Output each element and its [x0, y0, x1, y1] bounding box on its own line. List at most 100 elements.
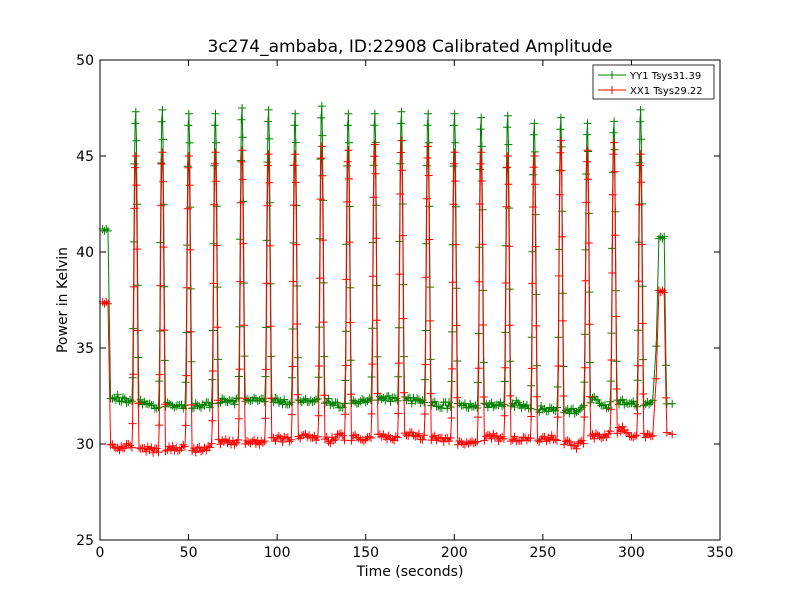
data-point — [638, 319, 647, 328]
data-point — [260, 397, 269, 406]
data-point — [398, 231, 407, 240]
data-point — [239, 239, 248, 248]
data-point — [532, 392, 541, 401]
data-point — [341, 410, 350, 419]
data-point — [157, 117, 166, 126]
data-point — [133, 326, 142, 335]
data-point — [369, 193, 378, 202]
data-point — [373, 389, 382, 398]
data-point — [287, 398, 296, 407]
data-point — [505, 321, 514, 330]
data-point — [430, 397, 439, 406]
data-point — [363, 433, 372, 442]
data-point — [527, 412, 536, 421]
data-point — [556, 136, 565, 145]
data-point — [609, 128, 618, 137]
data-point — [579, 439, 588, 448]
data-point — [557, 166, 566, 175]
data-point — [479, 393, 488, 401]
data-point — [512, 396, 521, 405]
data-point — [342, 275, 351, 284]
data-point — [212, 138, 221, 147]
data-point — [185, 181, 194, 190]
data-point — [459, 401, 468, 410]
data-point — [127, 397, 136, 406]
data-point — [126, 441, 135, 450]
data-point — [504, 140, 513, 149]
data-point — [560, 440, 569, 449]
data-point — [301, 394, 310, 403]
ticks-layer: 0 50 100 150 200 250 300 350 25 30 35 40 45 50 — [76, 53, 733, 561]
data-point — [531, 180, 539, 189]
data-point — [574, 406, 583, 415]
data-point — [582, 130, 591, 139]
data-point — [132, 136, 141, 145]
data-point — [131, 152, 140, 160]
data-point — [236, 156, 245, 165]
data-point — [316, 155, 325, 164]
data-point — [479, 321, 488, 329]
data-point — [448, 364, 457, 373]
data-point — [533, 436, 542, 445]
x-tick-label: 50 — [180, 545, 198, 561]
data-point — [396, 148, 405, 157]
data-point — [399, 314, 408, 323]
data-point — [177, 400, 186, 409]
data-point — [358, 395, 367, 404]
data-point — [115, 446, 124, 455]
data-point — [104, 226, 112, 235]
data-point — [367, 409, 376, 418]
data-point — [246, 439, 255, 448]
data-point — [134, 399, 143, 408]
data-point — [354, 433, 363, 442]
data-point — [197, 447, 205, 456]
data-point — [584, 239, 593, 247]
chart-title: 3c274_ambaba, ID:22908 Calibrated Amplit… — [208, 37, 613, 57]
legend: YY1 Tsys31.39 XX1 Tsys29.22 — [592, 64, 715, 100]
data-point — [234, 436, 243, 444]
data-point — [569, 404, 577, 413]
data-point — [499, 434, 508, 443]
data-point — [266, 322, 275, 331]
data-point — [276, 396, 285, 405]
data-point — [572, 444, 581, 453]
data-point — [183, 162, 192, 171]
data-point — [485, 431, 494, 440]
data-point — [620, 400, 629, 409]
data-point — [636, 161, 644, 170]
data-point — [119, 393, 127, 402]
data-point — [265, 241, 274, 250]
data-point — [179, 440, 188, 449]
data-point — [660, 288, 669, 297]
data-point — [593, 430, 602, 439]
data-point — [413, 394, 422, 403]
data-point — [291, 109, 300, 118]
data-point — [395, 270, 404, 279]
data-point — [191, 399, 200, 408]
data-point — [590, 434, 599, 443]
data-point — [394, 409, 403, 418]
legend-label: XX1 Tsys29.22 — [630, 86, 703, 97]
data-point — [290, 161, 299, 170]
data-point — [149, 401, 158, 410]
data-point — [120, 394, 129, 403]
data-point — [264, 150, 273, 159]
data-point — [250, 435, 259, 444]
data-point — [238, 146, 247, 155]
data-point — [595, 432, 604, 441]
data-point — [616, 396, 625, 405]
y-tick-label: 35 — [76, 341, 94, 357]
data-point — [115, 397, 124, 406]
data-point — [391, 432, 400, 441]
data-point — [527, 364, 536, 373]
data-point — [315, 274, 324, 283]
data-point — [425, 235, 434, 244]
data-point — [623, 400, 632, 408]
data-point — [445, 437, 453, 446]
data-point — [517, 404, 526, 413]
data-point — [658, 286, 667, 295]
data-point — [576, 405, 585, 414]
data-point — [124, 397, 133, 406]
data-point — [160, 400, 169, 409]
data-point — [645, 400, 654, 409]
